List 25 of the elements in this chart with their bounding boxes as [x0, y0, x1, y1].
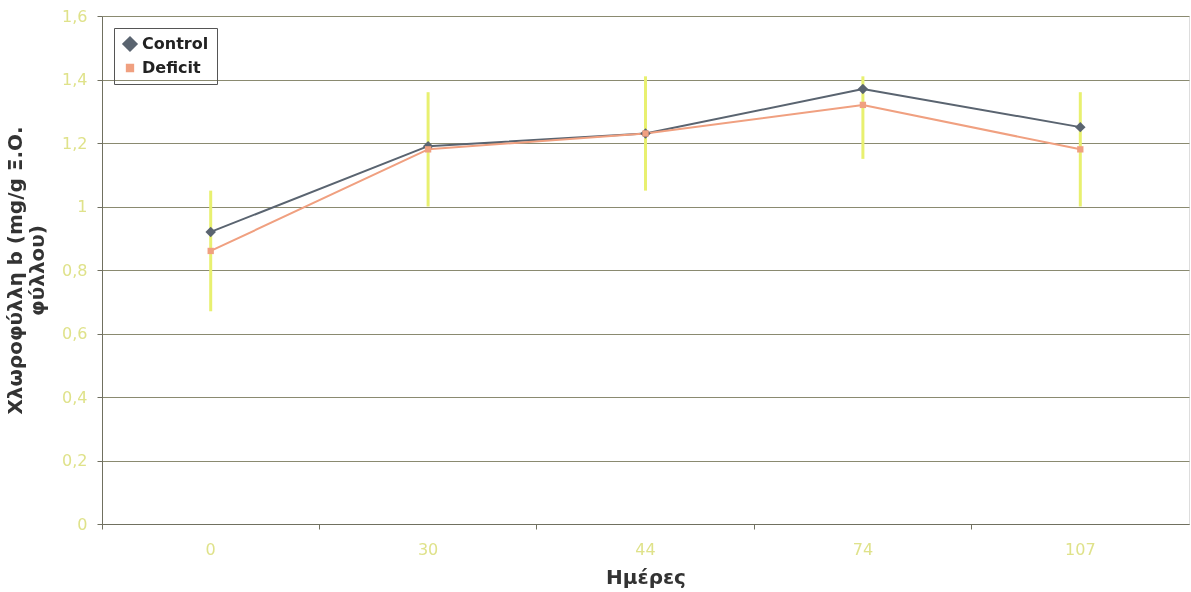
x-tick-label: 107 [1065, 539, 1096, 559]
point [205, 226, 216, 238]
point [1075, 121, 1086, 133]
y-tick-label: 0,4 [62, 387, 88, 407]
y-tick-label: 0,8 [62, 260, 88, 280]
point [424, 146, 432, 153]
point [857, 83, 869, 95]
y-tick-label: 1,2 [62, 133, 88, 153]
x-tick-label: 44 [635, 539, 656, 559]
point [1077, 146, 1084, 153]
y-tick-label: 1,6 [62, 6, 88, 26]
y-axis-title: Χλωροφύλλη b (mg/g Ξ.Ο. φύλλου) [3, 126, 50, 415]
legend-label: Deficit [142, 58, 201, 77]
y-tick-label: 1 [77, 197, 88, 216]
point [207, 247, 214, 255]
x-tick-label: 0 [205, 539, 216, 559]
y-tick-label: 0 [77, 514, 88, 534]
x-axis-title: Ημέρες [606, 564, 686, 589]
point [859, 101, 867, 109]
x-tick-label: 30 [417, 539, 439, 559]
y-tick-label: 1,4 [62, 70, 88, 89]
x-tick-label: 74 [852, 539, 874, 559]
legend-label: Control [142, 34, 209, 53]
y-tick-label: 0,2 [62, 451, 88, 470]
y-tick-label: 0,6 [62, 324, 88, 343]
